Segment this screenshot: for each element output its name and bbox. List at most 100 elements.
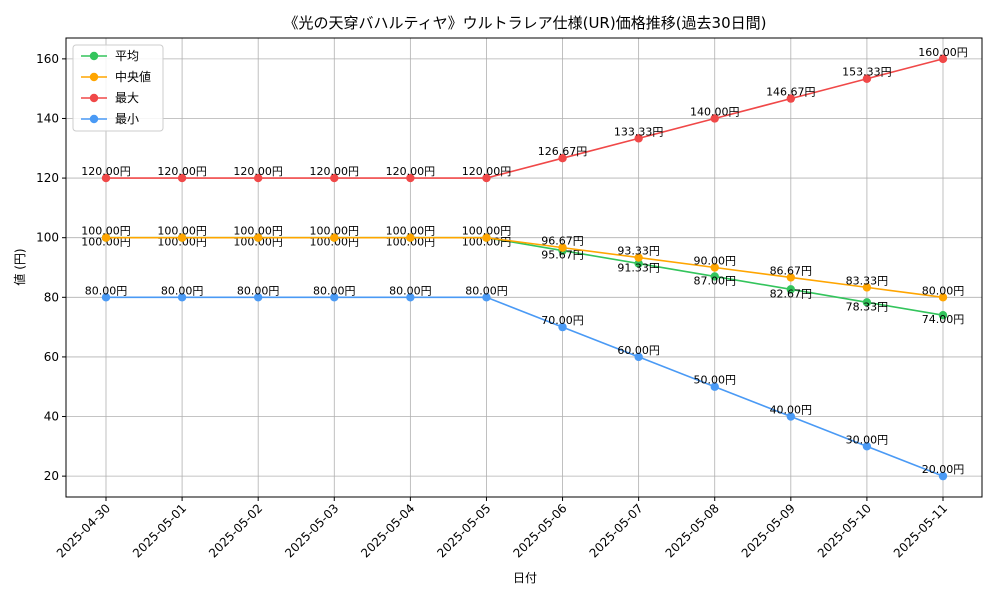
data-point bbox=[406, 293, 415, 302]
data-point bbox=[406, 173, 415, 183]
data-label: 120.00円 bbox=[310, 165, 360, 178]
data-point bbox=[253, 293, 263, 302]
data-point bbox=[938, 310, 948, 320]
series-line bbox=[106, 236, 944, 299]
data-point bbox=[938, 54, 948, 64]
data-point bbox=[330, 293, 339, 302]
data-point bbox=[786, 94, 796, 103]
legend-marker bbox=[89, 114, 99, 124]
data-label: 80.00円 bbox=[313, 284, 356, 297]
data-point bbox=[482, 293, 491, 302]
y-tick-label: 120 bbox=[36, 171, 59, 185]
legend-marker bbox=[89, 72, 99, 82]
data-label: 20.00円 bbox=[922, 463, 965, 476]
data-label: 80.00円 bbox=[237, 284, 280, 297]
data-label: 100.00円 bbox=[81, 236, 131, 249]
data-label: 78.33円 bbox=[846, 300, 889, 313]
legend-marker bbox=[89, 93, 99, 103]
y-tick-label: 100 bbox=[36, 231, 59, 245]
x-axis-label: 日付 bbox=[513, 571, 537, 585]
data-point bbox=[558, 154, 567, 163]
data-label: 126.67円 bbox=[538, 145, 588, 158]
data-point bbox=[862, 442, 872, 451]
data-label: 120.00円 bbox=[462, 165, 512, 178]
data-point bbox=[482, 173, 491, 183]
data-point bbox=[710, 382, 719, 391]
data-point bbox=[253, 173, 263, 183]
data-label: 74.00円 bbox=[922, 313, 965, 326]
data-label: 91.33円 bbox=[617, 262, 660, 275]
data-point bbox=[862, 74, 872, 83]
data-point bbox=[862, 283, 872, 292]
data-label: 50.00円 bbox=[693, 374, 736, 387]
x-tick-label: 2025-04-30 bbox=[54, 501, 113, 560]
data-point bbox=[406, 233, 415, 242]
data-point bbox=[558, 243, 567, 252]
data-label: 100.00円 bbox=[157, 225, 207, 238]
data-point bbox=[710, 263, 719, 272]
data-label: 133.33円 bbox=[614, 125, 664, 138]
data-label: 160.00円 bbox=[918, 46, 968, 59]
data-label: 80.00円 bbox=[161, 284, 204, 297]
data-label: 153.33円 bbox=[842, 66, 892, 79]
series-line bbox=[106, 236, 944, 316]
plot-area: 20 40 60 80 100 120 140 160 2025-04-30 2025-05-01… bbox=[36, 37, 983, 560]
data-label: 120.00円 bbox=[386, 165, 436, 178]
data-label: 146.67円 bbox=[766, 86, 816, 99]
data-label: 93.33円 bbox=[617, 245, 660, 258]
data-label: 87.00円 bbox=[693, 274, 736, 287]
chart-title: 《光の天穿バハルティヤ》ウルトラレア仕様(UR)価格推移(過去30日間) bbox=[284, 14, 767, 32]
data-point bbox=[177, 293, 187, 302]
y-tick-label: 40 bbox=[44, 410, 59, 424]
data-point bbox=[634, 253, 643, 262]
data-label: 80.00円 bbox=[389, 284, 432, 297]
data-label: 100.00円 bbox=[310, 236, 360, 249]
series-line bbox=[106, 58, 944, 179]
data-point bbox=[634, 259, 643, 268]
data-point bbox=[330, 233, 339, 242]
plot-frame bbox=[65, 37, 983, 498]
data-point bbox=[330, 173, 339, 183]
data-label: 90.00円 bbox=[693, 255, 736, 268]
data-point bbox=[634, 134, 643, 143]
data-point bbox=[101, 293, 111, 302]
x-tick-label: 2025-05-01 bbox=[130, 501, 189, 560]
legend-label: 平均 bbox=[115, 49, 139, 63]
data-point bbox=[253, 233, 263, 242]
series-line bbox=[106, 296, 944, 477]
data-label: 82.67円 bbox=[770, 287, 813, 300]
legend-box bbox=[72, 44, 164, 132]
data-label: 83.33円 bbox=[846, 274, 889, 287]
x-tick-label: 2025-05-05 bbox=[434, 501, 493, 560]
data-label: 100.00円 bbox=[81, 225, 131, 238]
x-tick-label: 2025-05-03 bbox=[282, 501, 341, 560]
data-point bbox=[786, 273, 796, 282]
data-label: 86.67円 bbox=[770, 264, 813, 277]
legend-label: 中央値 bbox=[115, 69, 151, 84]
data-point bbox=[177, 233, 187, 242]
data-point bbox=[938, 471, 948, 481]
data-label: 96.67円 bbox=[541, 235, 584, 248]
data-label: 120.00円 bbox=[81, 165, 131, 178]
x-tick-label: 2025-05-11 bbox=[891, 501, 950, 560]
data-label: 40.00円 bbox=[770, 404, 813, 417]
data-label: 100.00円 bbox=[233, 236, 283, 249]
data-label: 120.00円 bbox=[233, 165, 283, 178]
data-label: 60.00円 bbox=[617, 344, 660, 357]
data-label: 100.00円 bbox=[386, 225, 436, 238]
data-point bbox=[938, 293, 948, 302]
data-label: 100.00円 bbox=[462, 225, 512, 238]
y-tick-label: 60 bbox=[44, 350, 59, 364]
data-label: 140.00円 bbox=[690, 105, 740, 118]
data-label: 95.67円 bbox=[541, 249, 584, 262]
y-tick-label: 20 bbox=[44, 469, 59, 483]
legend-label: 最大 bbox=[115, 91, 139, 105]
y-tick-label: 160 bbox=[36, 52, 59, 66]
data-label: 80.00円 bbox=[922, 284, 965, 297]
data-point bbox=[482, 233, 491, 242]
data-point bbox=[634, 352, 643, 362]
data-point bbox=[101, 173, 111, 183]
